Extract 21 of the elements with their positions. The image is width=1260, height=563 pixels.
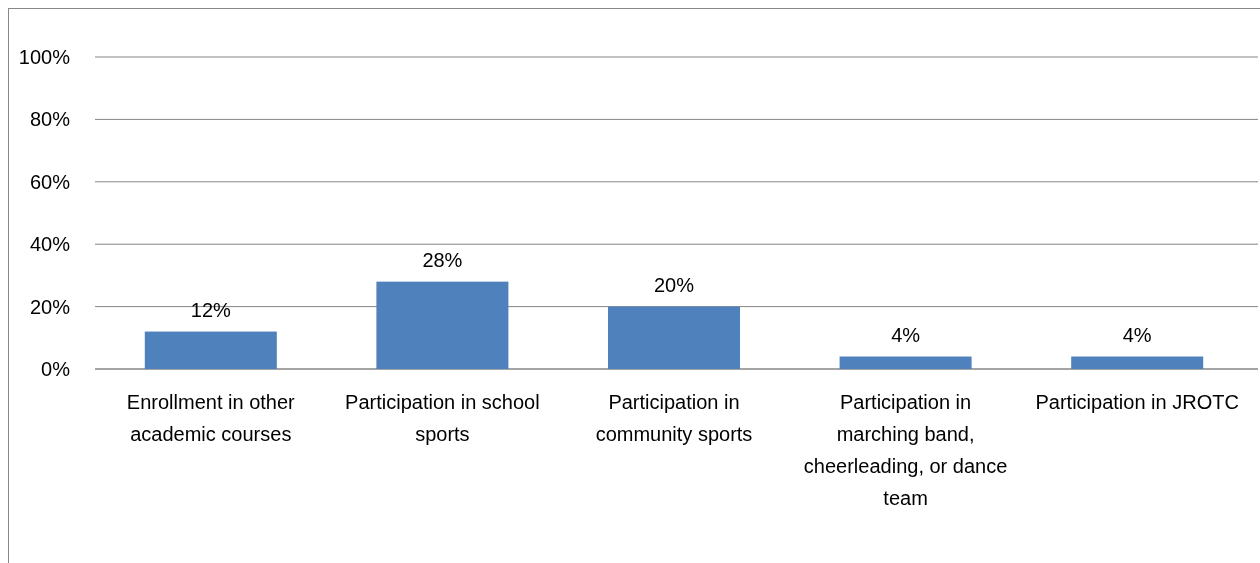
y-tick-label: 60% [29,170,71,193]
x-tick-label: Participation in school sports [345,391,540,445]
data-label: 4% [891,323,921,346]
data-label: 12% [190,298,232,321]
x-tick-label: Participation in marching band, cheerleading, or dance team [803,391,1008,509]
bar [144,331,277,369]
bar [839,356,972,369]
y-tick-label: 40% [29,233,71,256]
x-tick-label: Participation in JROTC [1035,391,1239,413]
data-label: 4% [1122,323,1152,346]
bar [376,281,509,369]
x-tick-label: Participation in community sports [595,391,753,445]
y-tick-label: 20% [29,295,71,318]
data-label: 20% [653,273,695,296]
x-tick-label: Enrollment in other academic courses [126,391,296,445]
y-tick-label: 100% [18,46,71,68]
bar [1071,356,1204,369]
bar [607,306,741,369]
data-label: 28% [422,248,463,271]
y-tick-label: 0% [41,358,71,380]
y-tick-label: 80% [29,108,71,131]
